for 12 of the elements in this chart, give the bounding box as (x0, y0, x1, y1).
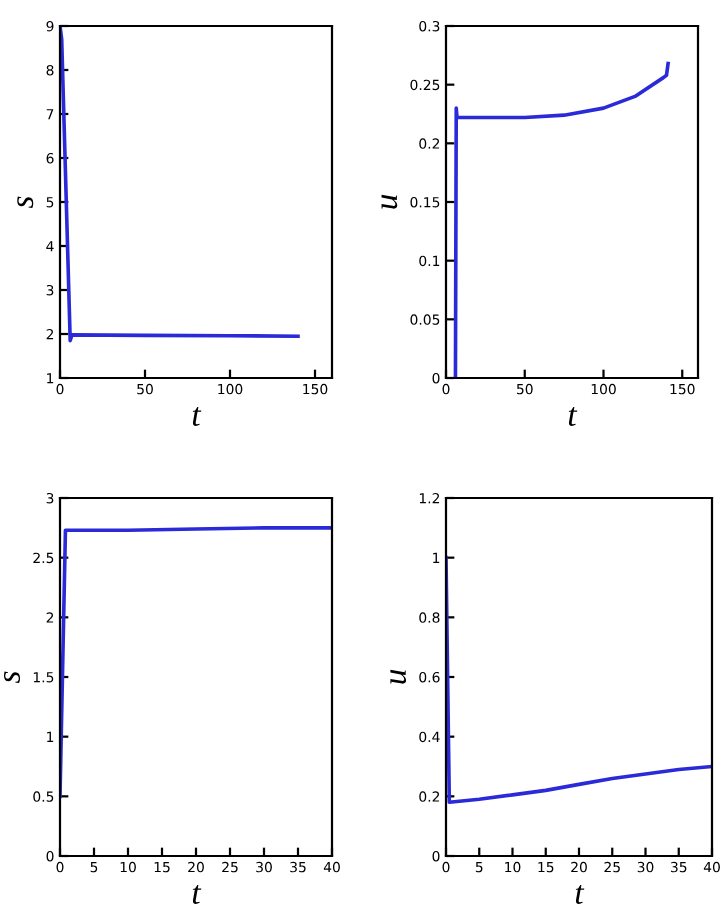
y-axis-title: u (381, 194, 398, 209)
y-axis-title: s (3, 671, 21, 684)
y-axis-title: s (17, 196, 34, 209)
x-axis-title: t (192, 884, 202, 905)
x-axis-title: t (568, 406, 578, 427)
x-axis-title: t (575, 884, 585, 905)
line-series (453, 61, 670, 378)
y-axis-title: u (390, 669, 407, 684)
line-series (60, 26, 300, 343)
line-series (446, 555, 712, 805)
line-series (60, 526, 332, 799)
x-axis-title: t (192, 406, 202, 427)
